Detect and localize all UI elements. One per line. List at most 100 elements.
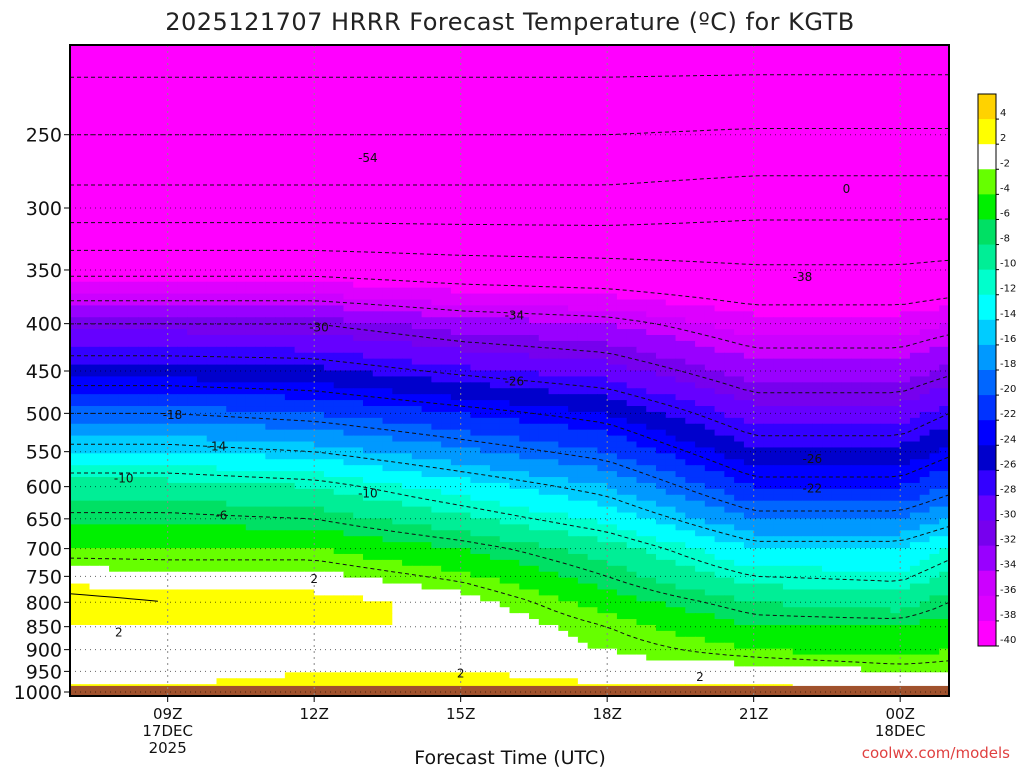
- field-cell: [245, 98, 257, 105]
- field-cell: [392, 370, 403, 378]
- field-cell: [675, 358, 686, 366]
- field-cell: [265, 62, 276, 70]
- field-cell: [597, 252, 608, 259]
- field-cell: [460, 299, 472, 306]
- field-cell: [128, 68, 139, 76]
- field-cell: [177, 364, 188, 372]
- field-cell: [626, 305, 638, 312]
- field-cell: [265, 222, 276, 230]
- field-cell: [216, 204, 227, 212]
- field-cell: [333, 139, 345, 147]
- field-cell: [167, 252, 179, 259]
- field-cell: [450, 133, 462, 141]
- field-cell: [743, 317, 755, 324]
- field-cell: [138, 98, 149, 105]
- field-cell: [685, 222, 696, 230]
- field-cell: [841, 62, 852, 70]
- field-cell: [792, 299, 804, 306]
- field-cell: [753, 329, 765, 336]
- field-cell: [656, 198, 667, 206]
- field-cell: [695, 92, 706, 99]
- field-cell: [157, 299, 169, 306]
- field-cell: [724, 187, 735, 194]
- field-cell: [822, 358, 833, 366]
- field-cell: [294, 370, 305, 378]
- field-cell: [333, 56, 345, 64]
- field-cell: [724, 222, 735, 230]
- field-cell: [196, 287, 208, 295]
- field-cell: [470, 181, 481, 188]
- field-cell: [460, 234, 472, 241]
- field-cell: [138, 258, 149, 265]
- field-cell: [831, 352, 843, 360]
- field-cell: [489, 127, 501, 135]
- field-cell: [79, 305, 91, 312]
- field-cell: [79, 104, 91, 111]
- field-cell: [99, 323, 110, 330]
- field-cell: [450, 287, 462, 295]
- field-cell: [196, 187, 208, 194]
- field-cell: [392, 151, 403, 159]
- field-cell: [851, 192, 862, 200]
- field-cell: [704, 263, 716, 271]
- field-cell: [216, 334, 227, 342]
- field-cell: [70, 56, 81, 64]
- field-cell: [187, 305, 198, 312]
- field-cell: [157, 98, 169, 105]
- field-cell: [753, 127, 765, 135]
- field-cell: [402, 323, 413, 330]
- field-cell: [704, 104, 716, 111]
- field-cell: [656, 329, 667, 336]
- field-cell: [773, 287, 784, 295]
- field-cell: [607, 358, 618, 366]
- field-cell: [489, 216, 501, 224]
- field-cell: [206, 181, 218, 188]
- field-cell: [665, 50, 677, 58]
- field-cell: [431, 50, 442, 58]
- field-cell: [323, 263, 335, 271]
- field-cell: [597, 352, 608, 360]
- field-cell: [255, 222, 266, 230]
- field-cell: [294, 163, 305, 170]
- field-cell: [763, 151, 774, 159]
- field-cell: [157, 127, 169, 135]
- field-cell: [851, 281, 862, 289]
- field-cell: [450, 234, 462, 241]
- field-cell: [704, 329, 716, 336]
- field-cell: [392, 127, 403, 135]
- field-cell: [304, 246, 315, 253]
- field-cell: [402, 187, 413, 194]
- field-cell: [167, 139, 179, 147]
- field-cell: [196, 56, 208, 64]
- field-cell: [656, 145, 667, 153]
- field-cell: [851, 127, 862, 135]
- field-cell: [831, 204, 843, 212]
- field-cell: [79, 240, 91, 247]
- field-cell: [743, 116, 755, 123]
- field-cell: [382, 370, 393, 378]
- field-cell: [695, 104, 706, 111]
- field-cell: [704, 127, 716, 135]
- field-cell: [304, 329, 315, 336]
- field-cell: [236, 311, 247, 318]
- field-cell: [402, 68, 413, 76]
- field-cell: [861, 198, 872, 206]
- field-cell: [841, 210, 852, 218]
- field-cell: [323, 299, 335, 306]
- field-cell: [372, 116, 384, 123]
- field-cell: [148, 175, 159, 182]
- field-cell: [675, 346, 686, 354]
- field-cell: [841, 293, 852, 301]
- field-cell: [870, 133, 882, 141]
- field-cell: [275, 80, 286, 88]
- field-cell: [255, 340, 266, 348]
- field-cell: [665, 275, 677, 283]
- field-cell: [568, 275, 579, 283]
- field-cell: [616, 228, 628, 235]
- field-cell: [314, 110, 325, 117]
- field-cell: [489, 370, 501, 378]
- field-cell: [665, 364, 677, 372]
- field-cell: [509, 263, 520, 271]
- field-cell: [646, 275, 657, 283]
- field-cell: [734, 352, 745, 360]
